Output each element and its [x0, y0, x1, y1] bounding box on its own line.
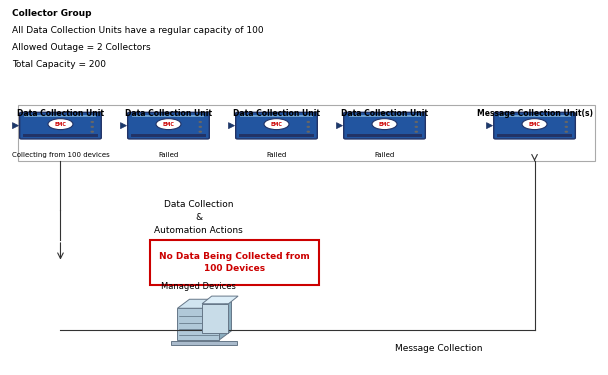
Polygon shape [486, 123, 492, 129]
Text: Collector Group: Collector Group [13, 9, 92, 18]
Circle shape [306, 121, 310, 123]
Text: Collecting from 100 devices: Collecting from 100 devices [12, 152, 109, 158]
Bar [348, 115, 421, 117]
Text: EMC: EMC [271, 122, 283, 127]
Ellipse shape [48, 118, 73, 130]
Text: EMC: EMC [55, 122, 66, 127]
Ellipse shape [156, 118, 181, 130]
Bar [131, 134, 206, 136]
Bar [24, 115, 97, 117]
Circle shape [91, 130, 94, 133]
Circle shape [565, 130, 568, 133]
Text: All Data Collection Units have a regular capacity of 100: All Data Collection Units have a regular… [13, 26, 264, 35]
Text: Failed: Failed [375, 152, 395, 158]
Text: Data Collection Unit: Data Collection Unit [125, 110, 212, 118]
Circle shape [198, 130, 202, 133]
Bar [23, 134, 98, 136]
Polygon shape [219, 299, 232, 340]
Text: Data Collection Unit: Data Collection Unit [341, 110, 428, 118]
Circle shape [415, 121, 418, 123]
Text: Data Collection Unit: Data Collection Unit [233, 110, 320, 118]
Bar [240, 134, 314, 136]
Bar [241, 115, 313, 117]
Bar [499, 115, 570, 117]
FancyBboxPatch shape [19, 112, 102, 139]
Text: Total Capacity = 200: Total Capacity = 200 [13, 60, 106, 69]
Polygon shape [171, 340, 238, 345]
Text: Failed: Failed [266, 152, 286, 158]
Text: EMC: EMC [162, 122, 174, 127]
FancyBboxPatch shape [344, 112, 426, 139]
Circle shape [91, 126, 94, 128]
FancyBboxPatch shape [236, 112, 317, 139]
Text: EMC: EMC [379, 122, 390, 127]
Circle shape [415, 130, 418, 133]
Bar [133, 115, 204, 117]
Bar [347, 134, 422, 136]
Ellipse shape [522, 118, 547, 130]
Circle shape [565, 121, 568, 123]
Text: Message Collection Unit(s): Message Collection Unit(s) [477, 110, 593, 118]
Polygon shape [229, 123, 235, 129]
Circle shape [198, 126, 202, 128]
Polygon shape [202, 296, 238, 304]
Polygon shape [120, 123, 126, 129]
Ellipse shape [264, 118, 289, 130]
Polygon shape [178, 308, 219, 340]
Bar [18, 105, 595, 161]
Circle shape [306, 130, 310, 133]
Ellipse shape [372, 118, 397, 130]
Text: Data Collection Unit: Data Collection Unit [17, 110, 104, 118]
Text: Allowed Outage = 2 Collectors: Allowed Outage = 2 Collectors [13, 43, 151, 52]
Circle shape [306, 126, 310, 128]
Circle shape [91, 121, 94, 123]
Bar [497, 134, 572, 136]
Text: EMC: EMC [528, 122, 541, 127]
Polygon shape [13, 123, 18, 129]
Text: No Data Being Collected from
100 Devices: No Data Being Collected from 100 Devices [159, 252, 310, 273]
Text: Failed: Failed [158, 152, 179, 158]
Text: Managed Devices: Managed Devices [161, 282, 236, 291]
Circle shape [565, 126, 568, 128]
Text: Data Collection
&
Automation Actions: Data Collection & Automation Actions [154, 200, 243, 235]
FancyBboxPatch shape [128, 112, 209, 139]
Circle shape [415, 126, 418, 128]
Polygon shape [178, 299, 232, 308]
FancyBboxPatch shape [151, 240, 319, 285]
Polygon shape [202, 304, 229, 333]
Circle shape [198, 121, 202, 123]
Polygon shape [336, 123, 342, 129]
Text: Message Collection: Message Collection [395, 344, 482, 353]
FancyBboxPatch shape [494, 112, 575, 139]
